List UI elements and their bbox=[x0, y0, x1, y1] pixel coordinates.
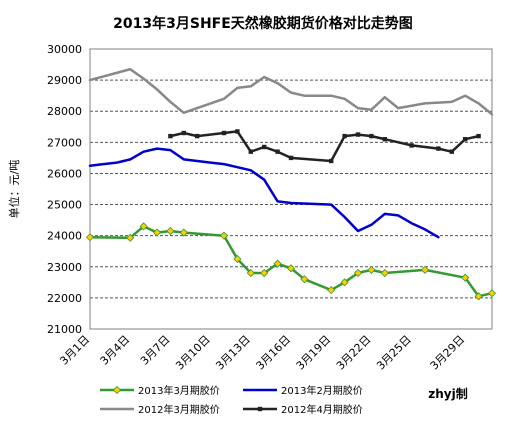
data-point bbox=[380, 268, 389, 278]
series-line bbox=[88, 147, 440, 239]
data-point bbox=[327, 286, 336, 295]
data-point bbox=[139, 222, 148, 231]
data-point bbox=[195, 133, 200, 139]
legend-label: 2013年3月期胶价 bbox=[138, 384, 220, 397]
x-tick-label: 3月22日 bbox=[334, 333, 374, 373]
chart-credit: zhyj制 bbox=[428, 386, 467, 401]
legend-label: 2012年3月期胶价 bbox=[138, 403, 220, 416]
data-point bbox=[275, 149, 280, 154]
x-tick-label: 3月13日 bbox=[213, 333, 253, 373]
data-point bbox=[219, 231, 229, 240]
data-point bbox=[126, 233, 135, 242]
x-tick-label: 3月29日 bbox=[428, 333, 468, 373]
x-tick-label: 3月10日 bbox=[173, 333, 213, 373]
data-point bbox=[382, 137, 387, 142]
legend-entry: 2013年2月期胶价 bbox=[243, 384, 363, 397]
data-point bbox=[367, 265, 376, 274]
data-point bbox=[409, 143, 414, 148]
data-point bbox=[260, 268, 269, 278]
series-line bbox=[88, 225, 494, 298]
data-point bbox=[221, 130, 227, 136]
data-point bbox=[181, 130, 186, 136]
data-point bbox=[235, 129, 240, 134]
y-tick-label: 24000 bbox=[47, 230, 82, 243]
series-1 bbox=[88, 147, 440, 239]
y-tick-label: 22000 bbox=[47, 292, 82, 305]
data-point bbox=[369, 133, 374, 139]
data-point bbox=[257, 406, 263, 412]
data-point bbox=[340, 278, 349, 287]
x-tick-label: 3月1日 bbox=[57, 333, 92, 368]
series-line bbox=[169, 130, 480, 163]
x-tick-label: 3月19日 bbox=[294, 333, 334, 373]
data-point bbox=[112, 385, 122, 395]
data-point bbox=[248, 149, 253, 154]
data-point bbox=[474, 292, 483, 301]
data-point bbox=[288, 155, 294, 161]
x-tick-label: 3月7日 bbox=[138, 333, 173, 368]
y-tick-label: 28000 bbox=[47, 105, 82, 118]
y-tick-label: 21000 bbox=[47, 323, 82, 336]
data-point bbox=[342, 133, 347, 139]
series-group bbox=[85, 67, 497, 301]
data-point bbox=[449, 149, 454, 154]
plot-area-border bbox=[89, 48, 493, 330]
data-point bbox=[329, 158, 334, 164]
y-axis-label: 单位：元/吨 bbox=[7, 160, 21, 219]
data-point bbox=[476, 133, 481, 139]
y-tick-label: 27000 bbox=[47, 136, 82, 149]
series-2 bbox=[88, 67, 494, 116]
legend-label: 2012年4月期胶价 bbox=[281, 403, 363, 416]
data-point bbox=[353, 268, 363, 278]
data-point bbox=[436, 146, 441, 151]
series-0 bbox=[85, 222, 497, 301]
x-tick-label: 3月4日 bbox=[98, 333, 133, 368]
data-point bbox=[355, 132, 361, 137]
legend-entry: 2012年3月期胶价 bbox=[100, 403, 220, 416]
x-tick-label: 3月16日 bbox=[254, 333, 294, 373]
data-point bbox=[300, 275, 309, 284]
y-axis-ticks: 21000 22000 23000 24000 25000 26000 27000 28000… bbox=[47, 43, 82, 336]
data-point bbox=[420, 265, 430, 274]
data-point bbox=[463, 137, 468, 142]
data-point bbox=[246, 268, 255, 278]
y-tick-label: 26000 bbox=[47, 167, 82, 180]
legend-entry: 2013年3月期胶价 bbox=[100, 384, 220, 397]
y-tick-label: 30000 bbox=[47, 43, 82, 56]
chart-title: 2013年3月SHFE天然橡胶期货价格对比走势图 bbox=[113, 15, 413, 32]
legend: 2013年3月期胶价 2013年2月期胶价 2012年3月期胶价 2012年4月期胶价 bbox=[100, 384, 363, 416]
data-point bbox=[286, 264, 296, 273]
x-axis-ticks: 3月1日 3月4日 3月7日 3月10日 3月13日 3月16日 3月19日 3月22日 3月2… bbox=[57, 333, 467, 373]
data-point bbox=[273, 259, 282, 268]
series-line bbox=[88, 67, 494, 116]
data-point bbox=[487, 289, 497, 298]
y-tick-label: 29000 bbox=[47, 74, 82, 87]
data-point bbox=[233, 254, 242, 264]
legend-label: 2013年2月期胶价 bbox=[281, 384, 363, 397]
x-tick-label: 3月25日 bbox=[374, 333, 414, 373]
legend-entry: 2012年4月期胶价 bbox=[243, 403, 363, 416]
data-point bbox=[166, 226, 175, 236]
data-point bbox=[85, 233, 95, 242]
y-tick-label: 25000 bbox=[47, 199, 82, 212]
y-tick-label: 23000 bbox=[47, 261, 82, 274]
data-point bbox=[168, 133, 173, 139]
series-3 bbox=[168, 129, 481, 164]
data-point bbox=[461, 273, 470, 282]
data-point bbox=[262, 144, 267, 150]
data-point bbox=[152, 228, 162, 237]
data-point bbox=[179, 228, 188, 237]
